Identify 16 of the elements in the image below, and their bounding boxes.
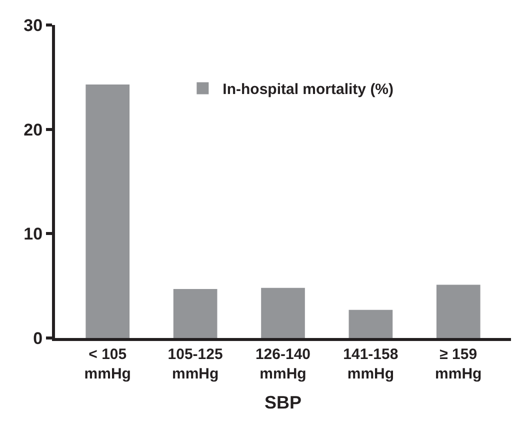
x-axis-title: SBP <box>264 392 302 413</box>
legend-label: In-hospital mortality (%) <box>222 81 394 98</box>
y-tick-label: 30 <box>24 16 43 35</box>
x-tick-label: 141-158 mmHg <box>343 346 398 382</box>
y-tick-label: 0 <box>33 328 43 348</box>
bar <box>261 288 305 338</box>
bar <box>86 84 130 338</box>
x-tick-label: 126-140 mmHg <box>255 346 311 382</box>
bar <box>173 288 218 338</box>
y-tick-label: 20 <box>24 120 43 140</box>
x-tick-label: < 105 mmHg <box>84 346 131 382</box>
y-tick-label: 10 <box>24 224 43 244</box>
x-tick-label: ≥ 159 mmHg <box>435 346 482 382</box>
bar <box>436 284 480 338</box>
x-tick-label: 105-125 mmHg <box>168 346 223 382</box>
bar <box>348 310 393 338</box>
